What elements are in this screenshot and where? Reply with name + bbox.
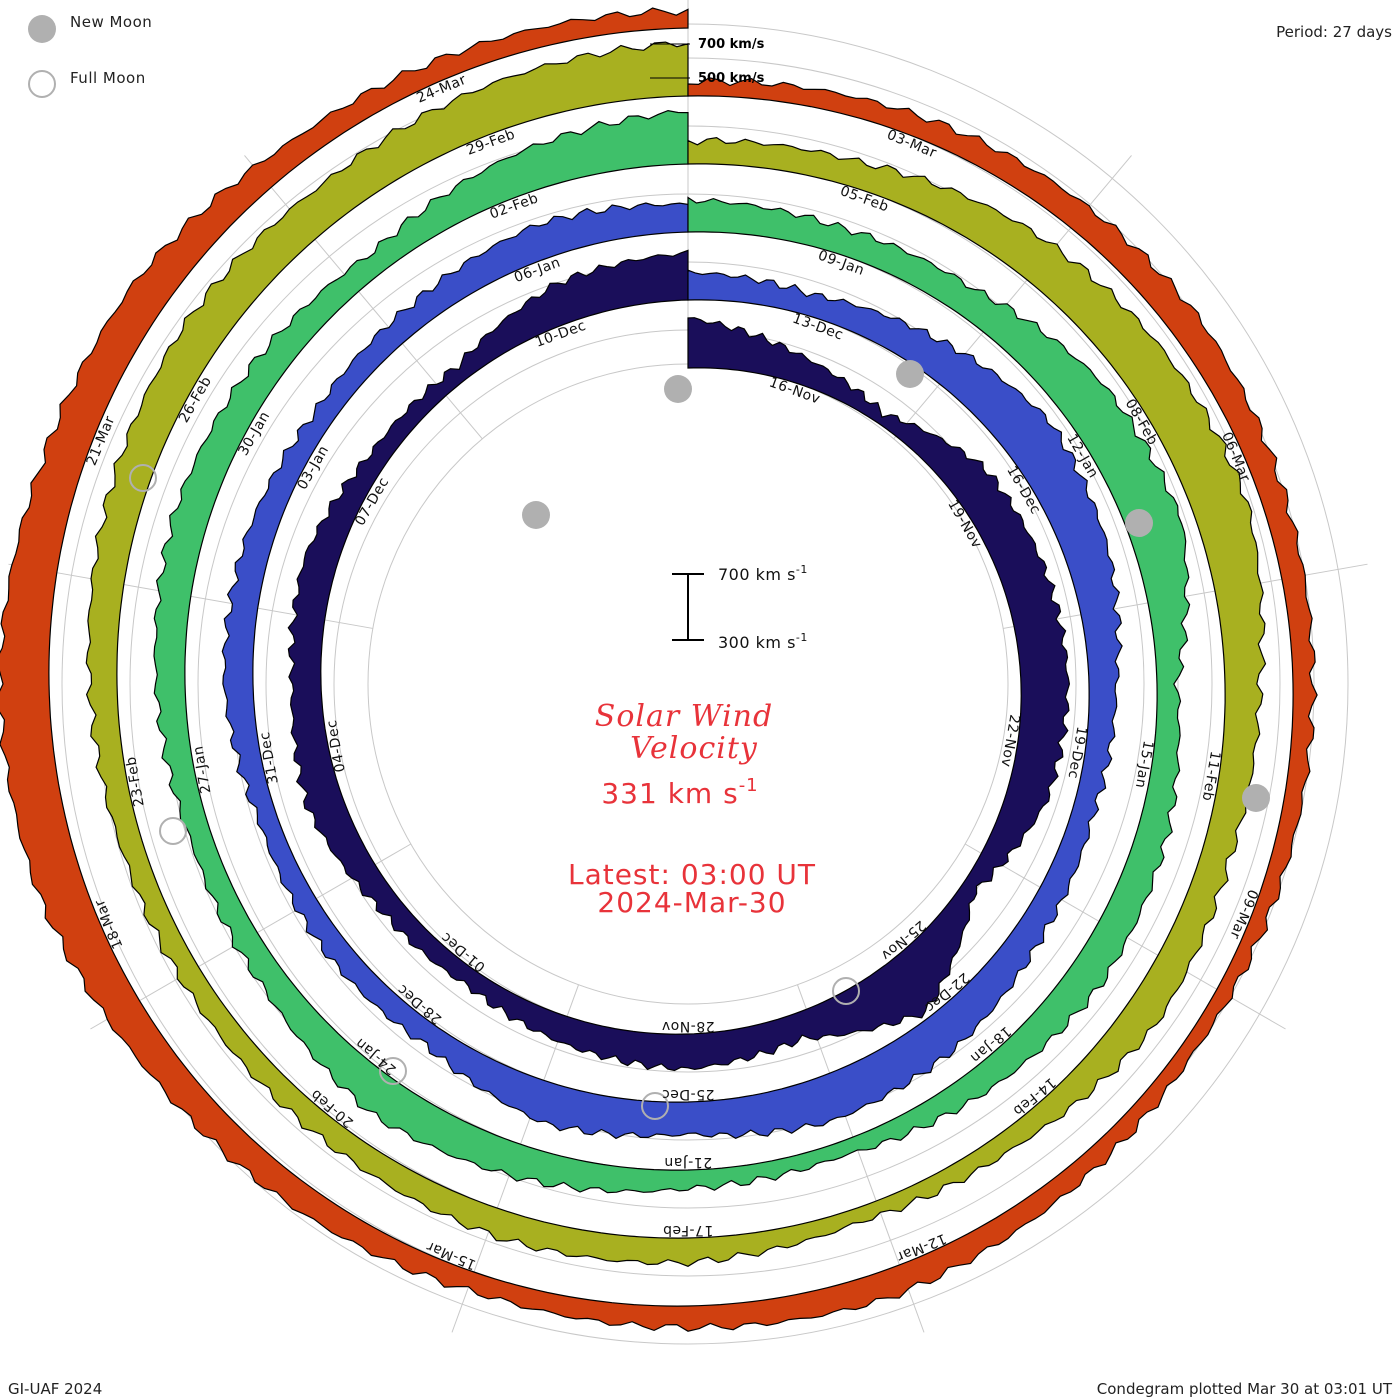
full-moon-marker xyxy=(159,817,187,845)
chart-title-line2: Velocity xyxy=(630,731,758,766)
center-scale-low-label: 300 km s-1 xyxy=(718,631,808,652)
date-label: 21-Jan xyxy=(664,1154,712,1170)
speed-ring-5 xyxy=(0,7,1318,1332)
new-moon-label: New Moon xyxy=(70,13,152,31)
footer-plot-time: Condegram plotted Mar 30 at 03:01 UT xyxy=(1097,1380,1393,1398)
grid-spoke xyxy=(893,155,1132,440)
date-label: 17-Feb xyxy=(663,1222,714,1238)
grid-spoke xyxy=(1003,563,1368,629)
full-moon-marker xyxy=(641,1092,669,1120)
footer-credit: GI-UAF 2024 xyxy=(8,1380,102,1398)
full-moon-icon xyxy=(28,70,56,98)
latest-date: 2024-Mar-30 xyxy=(597,886,786,919)
new-moon-marker xyxy=(1125,509,1153,537)
full-moon-label: Full Moon xyxy=(70,69,146,87)
date-label: 25-Dec xyxy=(662,1086,715,1102)
speed-rings xyxy=(0,7,1318,1332)
date-label: 28-Nov xyxy=(661,1018,714,1034)
chart-title-line1: Solar Wind xyxy=(595,699,773,734)
top-scale-500-label: 500 km/s xyxy=(698,71,765,86)
period-label: Period: 27 days xyxy=(1276,23,1392,41)
moon-markers xyxy=(129,360,1270,1120)
new-moon-marker xyxy=(522,501,550,529)
center-scale-high-label: 700 km s-1 xyxy=(718,563,808,584)
full-moon-marker xyxy=(379,1057,407,1085)
new-moon-marker xyxy=(1242,784,1270,812)
top-scale-700-label: 700 km/s xyxy=(698,37,765,52)
latest-time: Latest: 03:00 UT xyxy=(568,858,816,891)
current-speed-value: 331 km s-1 xyxy=(601,775,758,810)
new-moon-marker xyxy=(664,375,692,403)
new-moon-marker xyxy=(896,360,924,388)
new-moon-icon xyxy=(28,15,56,43)
full-moon-marker xyxy=(832,977,860,1005)
full-moon-marker xyxy=(129,464,157,492)
